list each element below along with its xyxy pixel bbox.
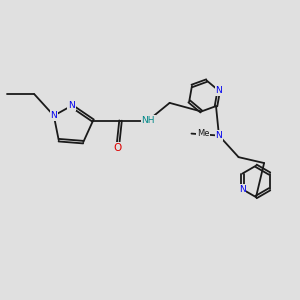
Text: N: N	[216, 131, 222, 140]
Text: O: O	[113, 143, 122, 153]
Text: N: N	[50, 111, 57, 120]
Text: N: N	[68, 101, 75, 110]
Text: Me: Me	[197, 129, 209, 138]
Text: NH: NH	[141, 116, 155, 125]
Text: N: N	[215, 86, 222, 95]
Text: N: N	[239, 185, 246, 194]
